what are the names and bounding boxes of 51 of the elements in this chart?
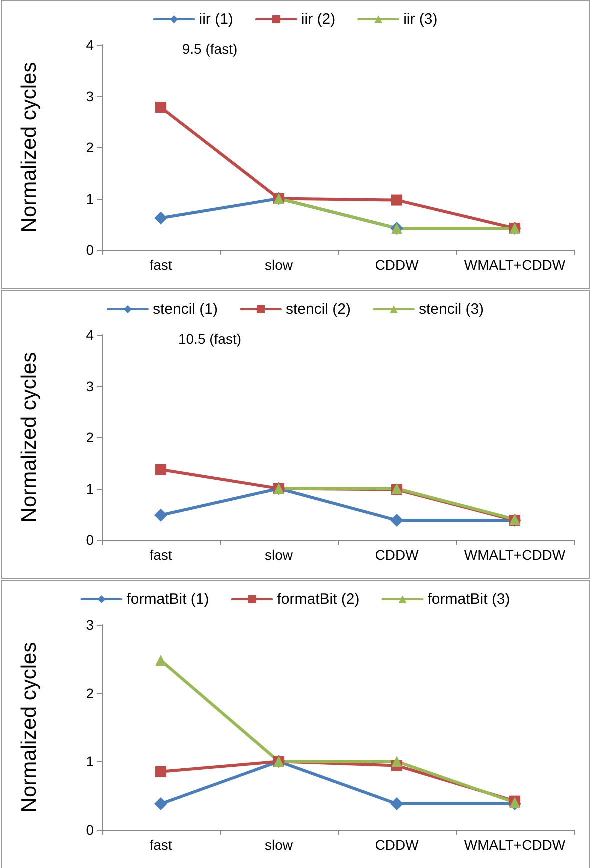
annotation: 10.5 (fast)	[178, 331, 242, 347]
x-tick-label: slow	[264, 837, 294, 853]
y-tick-label: 1	[86, 190, 94, 207]
point	[154, 212, 168, 225]
y-tick-label: 1	[86, 480, 94, 497]
x-tick-label: fast	[150, 257, 172, 273]
legend-label: iir (3)	[404, 11, 438, 28]
annotation: 9.5 (fast)	[182, 41, 238, 57]
point	[156, 102, 166, 114]
y-tick-label: 2	[86, 140, 94, 156]
legend-label: formatBit (3)	[428, 591, 510, 608]
y-tick-label: 3	[86, 88, 94, 104]
y-tick-label: 2	[86, 685, 94, 702]
x-tick-label: fast	[150, 547, 172, 563]
x-tick-label: slow	[264, 257, 294, 273]
x-tick-label: fast	[150, 837, 172, 853]
point	[156, 464, 166, 476]
y-tick-label: 1	[86, 754, 94, 770]
point	[154, 508, 168, 522]
y-tick-label: 3	[86, 617, 94, 633]
y-tick-label: 0	[86, 822, 94, 838]
y-tick-label: 0	[86, 532, 94, 548]
point	[392, 756, 402, 768]
point	[390, 514, 404, 528]
x-tick-label: CDDW	[375, 837, 420, 853]
point	[156, 766, 166, 778]
legend-label: stencil (2)	[286, 301, 352, 318]
x-tick-label: WMALT+CDDW	[464, 547, 566, 563]
x-tick-label: CDDW	[375, 547, 420, 563]
y-tick-label: 4	[86, 37, 94, 53]
legend-label: iir (2)	[301, 11, 336, 28]
legend-label: stencil (3)	[419, 301, 484, 318]
y-tick-label: 2	[86, 430, 94, 446]
legend-label: formatBit (2)	[277, 591, 360, 608]
x-tick-label: WMALT+CDDW	[464, 837, 566, 853]
y-axis-title: Normalized cycles	[18, 642, 41, 813]
legend-label: formatBit (1)	[126, 591, 210, 608]
y-tick-label: 3	[86, 378, 94, 394]
point	[154, 798, 168, 811]
point	[390, 798, 404, 811]
legend-label: stencil (1)	[152, 301, 218, 318]
y-tick-label: 4	[86, 327, 94, 343]
point	[392, 194, 402, 206]
x-tick-label: WMALT+CDDW	[464, 257, 566, 273]
x-tick-label: CDDW	[375, 257, 420, 273]
y-tick-label: 0	[86, 242, 94, 258]
y-axis-title: Normalized cycles	[18, 62, 41, 233]
y-axis-title: Normalized cycles	[18, 352, 41, 523]
point	[156, 655, 166, 666]
legend-label: iir (1)	[199, 11, 234, 28]
x-tick-label: slow	[264, 547, 294, 563]
